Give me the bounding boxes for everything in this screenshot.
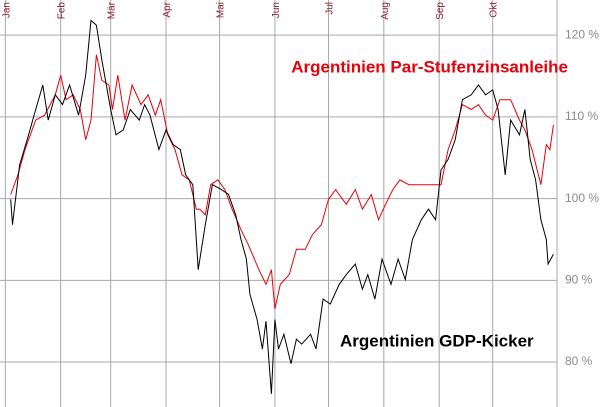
x-tick-label: Jul [324, 2, 335, 15]
x-tick-label: Jan [1, 2, 12, 18]
x-tick-label: Feb [57, 2, 68, 20]
series-label: Argentinien GDP-Kicker [340, 331, 534, 350]
x-tick-label: Jun [271, 2, 282, 18]
x-tick-label: Apr [162, 1, 173, 17]
series-label: Argentinien Par-Stufenzinsanleihe [291, 57, 568, 76]
series-line [10, 54, 554, 310]
y-tick-label: 100 % [565, 191, 599, 205]
x-tick-label: Mär [107, 1, 118, 19]
y-tick-label: 120 % [565, 27, 599, 41]
y-tick-label: 80 % [565, 354, 593, 368]
y-tick-label: 110 % [565, 109, 598, 123]
y-tick-label: 90 % [565, 272, 593, 286]
x-tick-label: Sep [435, 2, 446, 20]
x-tick-label: Mai [216, 2, 227, 18]
series-line [10, 19, 554, 394]
x-tick-label: Aug [380, 2, 391, 20]
x-tick-label: Okt [489, 2, 500, 18]
